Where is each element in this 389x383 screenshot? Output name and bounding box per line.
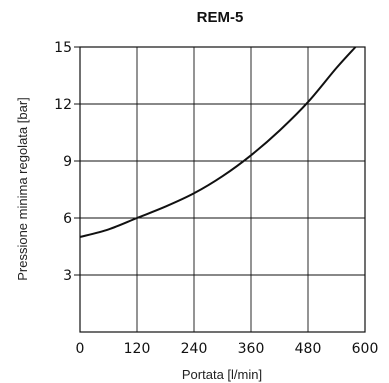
x-tick-label: 240 bbox=[181, 341, 208, 357]
axis-ticks: 0 120 240 360 480 600 3 6 9 12 15 bbox=[54, 40, 378, 357]
plot-frame bbox=[79, 46, 366, 333]
y-tick-label: 12 bbox=[54, 97, 72, 113]
x-tick-label: 120 bbox=[124, 341, 151, 357]
chart-title: REM-5 bbox=[197, 9, 244, 26]
x-axis-label: Portata [l/min] bbox=[182, 367, 262, 382]
grid bbox=[80, 47, 365, 332]
y-tick-label: 9 bbox=[63, 154, 72, 170]
x-tick-label: 0 bbox=[76, 341, 85, 357]
y-tick-label: 3 bbox=[63, 268, 72, 284]
x-tick-label: 600 bbox=[352, 341, 379, 357]
y-axis-label: Pressione minima regolata [bar] bbox=[15, 97, 30, 281]
series-layer bbox=[79, 46, 357, 238]
x-tick-label: 360 bbox=[238, 341, 265, 357]
x-tick-label: 480 bbox=[295, 341, 322, 357]
y-tick-label: 15 bbox=[54, 40, 72, 56]
series-line bbox=[79, 46, 357, 238]
y-tick-label: 6 bbox=[63, 211, 72, 227]
